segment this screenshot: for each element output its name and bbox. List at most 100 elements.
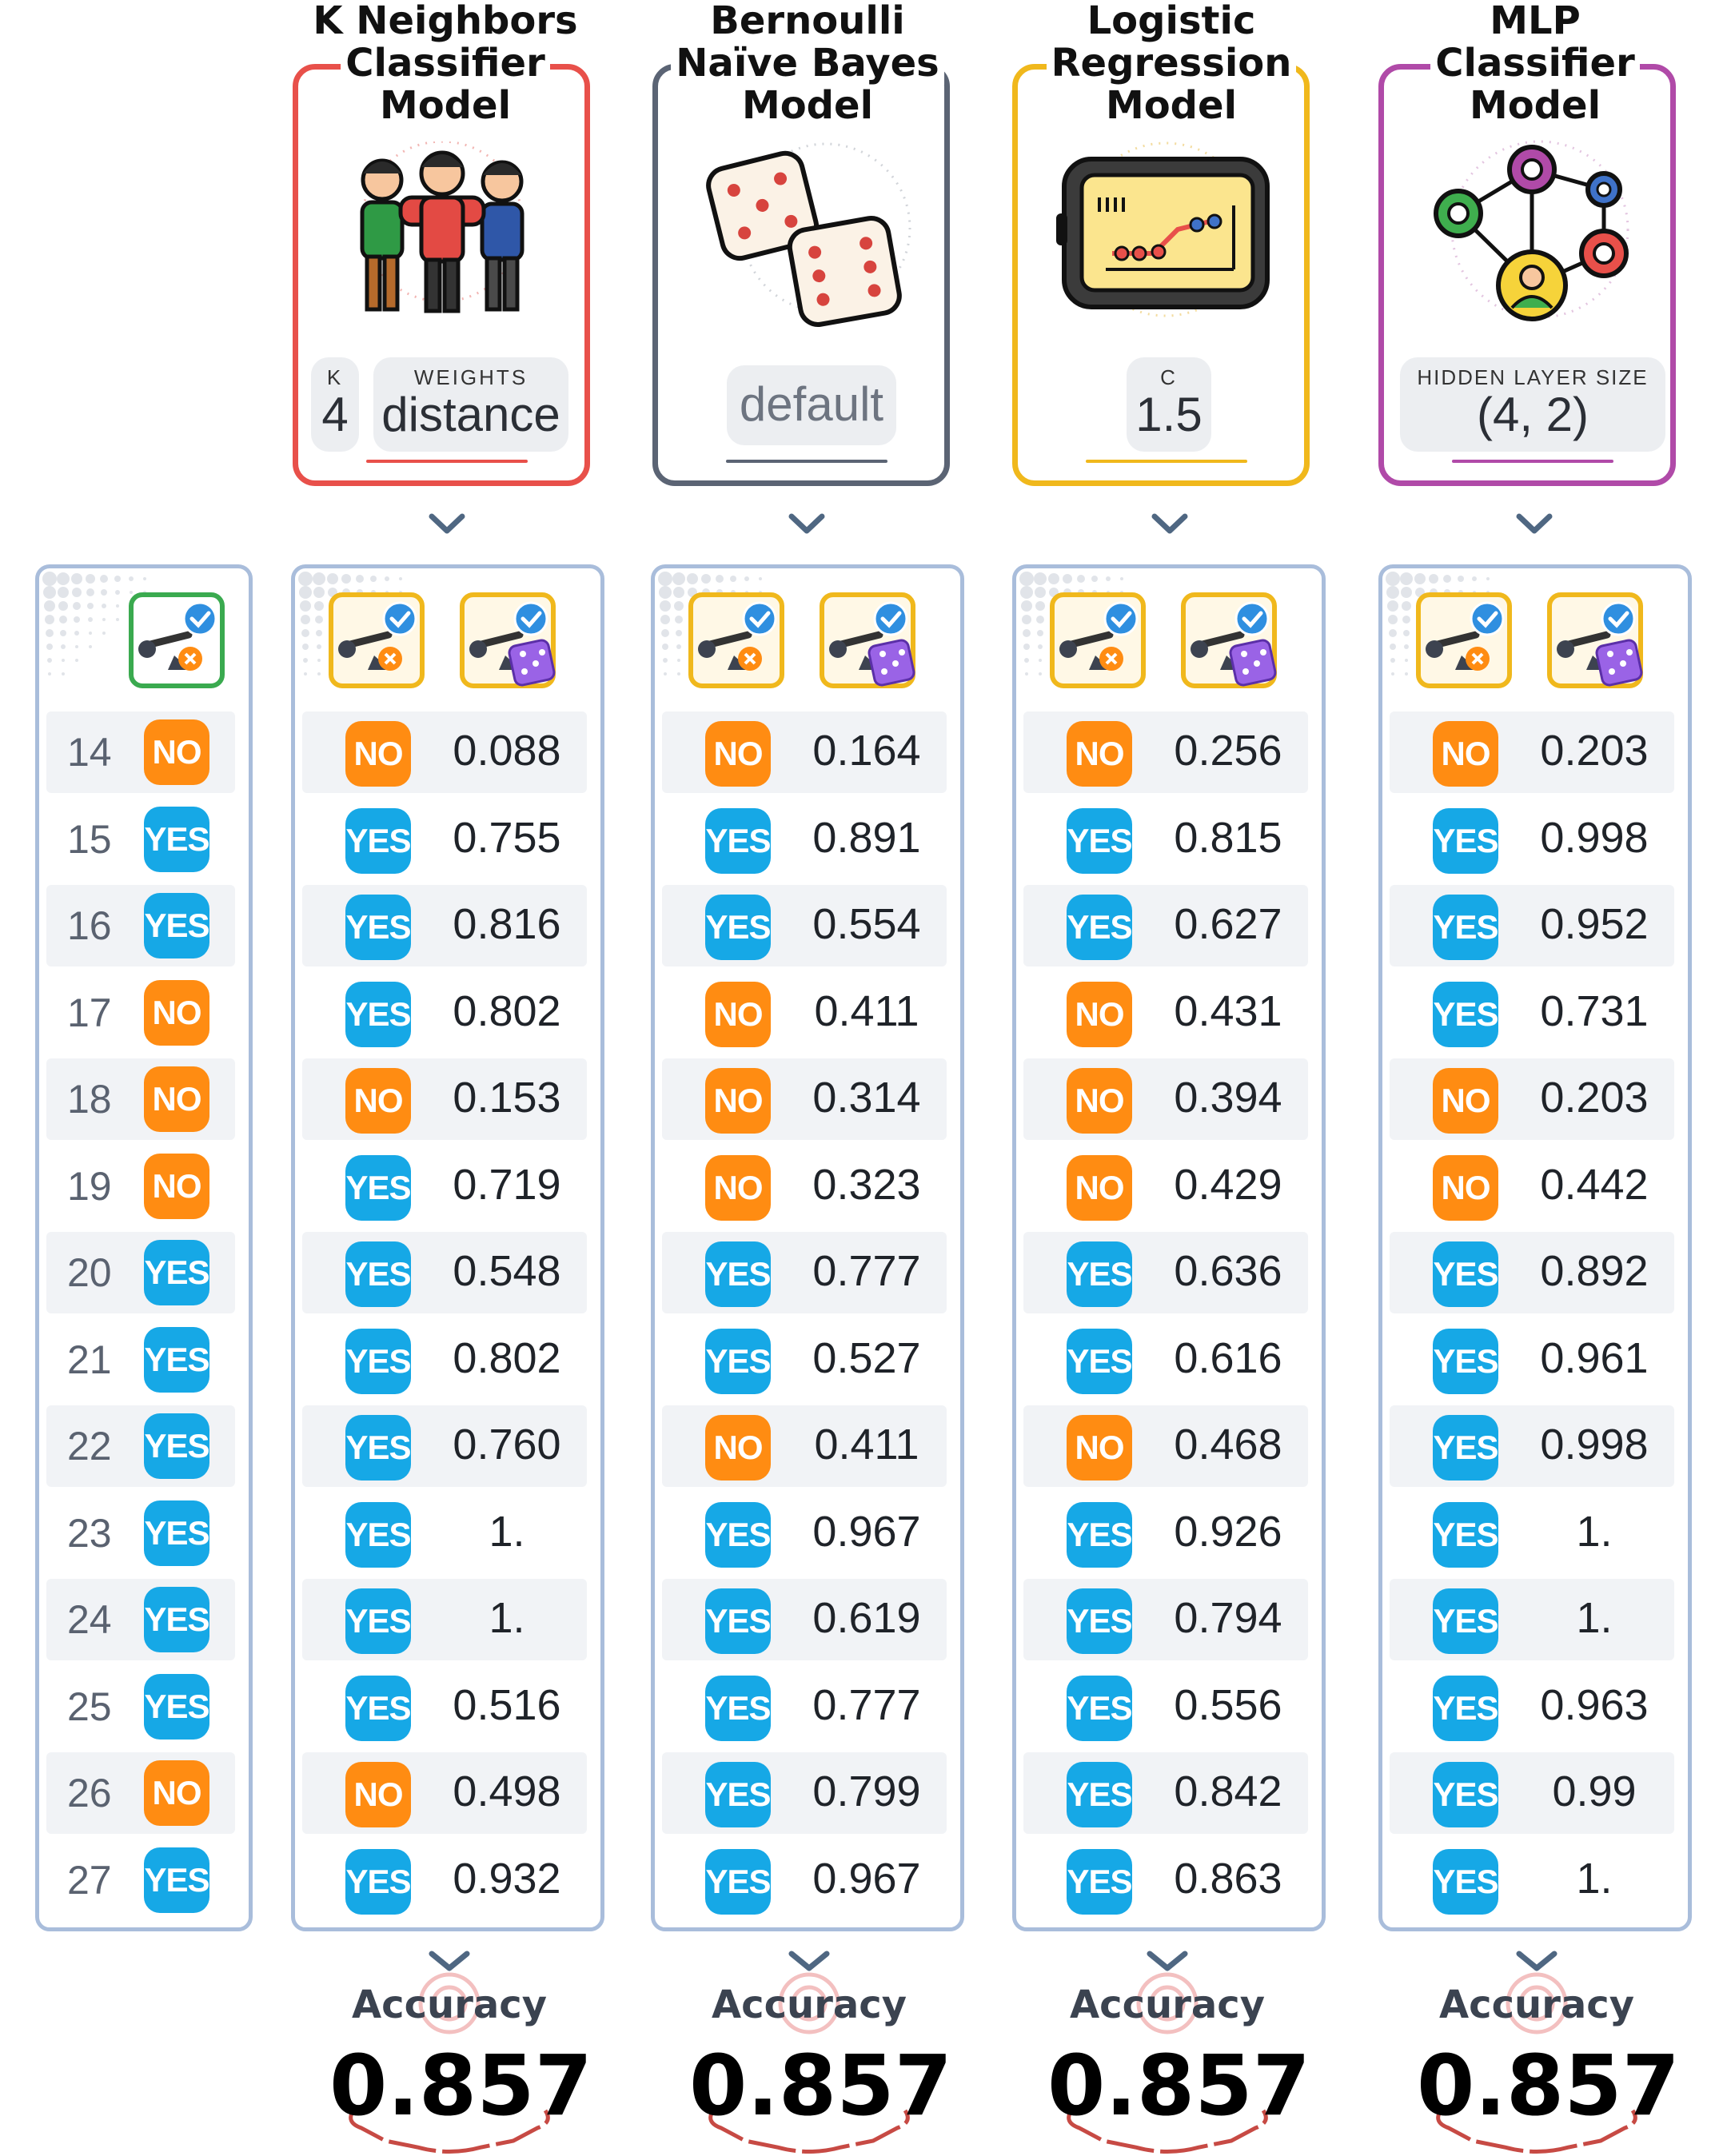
- probability-value: 0.777: [812, 1680, 921, 1729]
- prediction-badge: YES: [1433, 895, 1499, 960]
- golf-target-dice-icon: [1547, 592, 1643, 688]
- probability-value: 0.548: [453, 1247, 561, 1295]
- row-id: 17: [67, 990, 112, 1035]
- prediction-badge: YES: [705, 895, 772, 960]
- accuracy-label: Accuracy: [351, 1983, 548, 2027]
- probability-value: 0.932: [453, 1854, 561, 1903]
- actual-label-badge: NO: [144, 719, 209, 785]
- prediction-badge: YES: [705, 1848, 772, 1915]
- prediction-badge: YES: [1067, 1501, 1133, 1568]
- prediction-badge: NO: [1433, 1154, 1498, 1221]
- probability-value: 0.816: [453, 900, 561, 948]
- row-id: 23: [67, 1510, 112, 1556]
- param-weights-label: WEIGHTS: [413, 365, 528, 389]
- prediction-badge: NO: [705, 1415, 771, 1481]
- actual-label-badge: YES: [144, 1240, 210, 1305]
- probability-value: 0.926: [1174, 1507, 1282, 1556]
- probability-value: 0.554: [812, 900, 921, 948]
- param-hidden-layer-value: (4, 2): [1476, 388, 1589, 441]
- prediction-badge: YES: [1433, 1675, 1499, 1741]
- prediction-badge: YES: [345, 1848, 412, 1915]
- row-id: 21: [67, 1337, 112, 1382]
- accuracy-value: 0.857: [689, 2037, 952, 2134]
- prediction-badge: YES: [345, 1675, 412, 1741]
- row-id: 24: [67, 1597, 112, 1642]
- probability-value: 0.411: [814, 1421, 919, 1469]
- accuracy-value: 0.857: [1047, 2037, 1310, 2134]
- probability-value: 0.719: [453, 1160, 561, 1209]
- actual-label-badge: YES: [144, 893, 210, 958]
- prediction-badge: YES: [345, 981, 412, 1047]
- chevron-down-icon: [788, 513, 825, 534]
- prediction-badge: YES: [345, 1241, 412, 1307]
- golf-target-check-icon: [1416, 592, 1512, 688]
- golf-target-check-icon: [1050, 592, 1146, 688]
- prediction-badge: YES: [1067, 1241, 1133, 1307]
- mlp-title: MLP Classifier Model: [1347, 0, 1723, 127]
- prediction-badge: YES: [1067, 1588, 1133, 1654]
- probability-value: 0.203: [1540, 1074, 1649, 1122]
- accuracy-target-decoration: [708, 1951, 910, 2154]
- prediction-badge: YES: [1433, 807, 1499, 874]
- probability-value: 0.777: [812, 1247, 921, 1295]
- prediction-badge: YES: [1067, 1675, 1133, 1741]
- param-c-label: C: [1160, 365, 1178, 389]
- prediction-badge: YES: [1067, 807, 1133, 874]
- probability-value: 1.: [1576, 1854, 1613, 1903]
- prediction-badge: YES: [1067, 1762, 1133, 1827]
- actual-label-badge: YES: [144, 806, 210, 872]
- bernoulli-title: Bernoulli Naïve Bayes Model: [620, 0, 995, 127]
- row-id: 14: [67, 730, 112, 775]
- prediction-badge: NO: [1067, 981, 1132, 1047]
- probability-value: 0.891: [812, 813, 921, 862]
- prediction-badge: YES: [345, 1501, 412, 1568]
- prediction-badge: YES: [345, 1588, 412, 1654]
- prediction-badge: YES: [1433, 1328, 1499, 1394]
- knn-card: K 4 WEIGHTS distance: [293, 64, 590, 486]
- dice-icon: [706, 142, 911, 327]
- logistic-title: Logistic Regression Model: [983, 0, 1359, 127]
- probability-value: 0.802: [453, 1333, 561, 1382]
- neural-network-icon: [1434, 140, 1629, 321]
- prediction-badge: NO: [1433, 721, 1498, 787]
- row-id: 15: [67, 816, 112, 862]
- prediction-badge: YES: [1067, 1328, 1133, 1394]
- row-id: 16: [67, 903, 112, 948]
- param-weights-value: distance: [381, 388, 560, 441]
- probability-value: 0.468: [1174, 1421, 1282, 1469]
- prediction-badge: YES: [1433, 1415, 1499, 1481]
- probability-value: 0.967: [812, 1507, 921, 1556]
- probability-value: 1.: [489, 1507, 525, 1556]
- actual-label-badge: NO: [144, 1066, 209, 1132]
- param-default-value: default: [739, 377, 884, 431]
- mlp-card: HIDDEN LAYER SIZE (4, 2): [1378, 64, 1676, 486]
- probability-value: 0.314: [812, 1074, 921, 1122]
- card-underline: [1452, 460, 1613, 463]
- param-k-label: K: [326, 365, 344, 389]
- probability-value: 0.164: [812, 727, 921, 775]
- probability-value: 0.616: [1174, 1333, 1282, 1382]
- row-id: 22: [67, 1424, 112, 1469]
- probability-value: 0.619: [812, 1594, 921, 1642]
- accuracy-target-decoration: [1067, 1951, 1268, 2154]
- bernoulli-card: default: [652, 64, 950, 486]
- param-k: K 4: [311, 357, 359, 452]
- param-default: default: [727, 365, 896, 445]
- prediction-badge: YES: [345, 1415, 412, 1481]
- card-underline: [726, 460, 887, 463]
- probability-value: 1.: [1576, 1594, 1613, 1642]
- probability-value: 0.411: [814, 986, 919, 1035]
- chevron-down-icon: [1151, 513, 1188, 534]
- prediction-badge: YES: [1067, 895, 1133, 960]
- prediction-badge: NO: [1067, 1154, 1132, 1221]
- accuracy-target-decoration: [349, 1951, 550, 2154]
- probability-value: 0.556: [1174, 1680, 1282, 1729]
- probability-value: 0.998: [1540, 813, 1649, 862]
- prediction-badge: YES: [345, 895, 412, 960]
- accuracy-value: 0.857: [329, 2037, 592, 2134]
- probability-value: 0.636: [1174, 1247, 1282, 1295]
- probability-value: 0.153: [453, 1074, 561, 1122]
- prediction-badge: YES: [1433, 981, 1499, 1047]
- prediction-badge: YES: [1433, 1588, 1499, 1654]
- prediction-badge: YES: [705, 807, 772, 874]
